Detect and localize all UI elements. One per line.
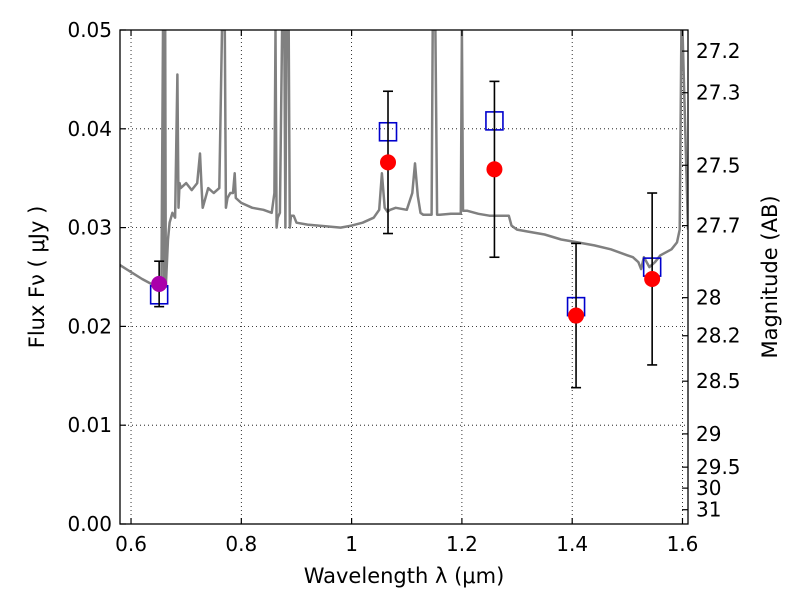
y2-axis-label: Magnitude (AB) bbox=[758, 195, 782, 358]
y2-tick-label: 31 bbox=[696, 498, 721, 522]
x-tick-label: 1.4 bbox=[556, 532, 588, 556]
y2-tick-label: 27.5 bbox=[696, 153, 741, 177]
y2-tick-label: 27.2 bbox=[696, 39, 741, 63]
observed-flux-point bbox=[568, 307, 585, 324]
x-tick-label: 0.8 bbox=[225, 532, 257, 556]
grid bbox=[120, 29, 688, 525]
y2-tick-label: 29 bbox=[696, 422, 721, 446]
ticks: 0.6 0.8 1 1.2 1.4 1.6 0.00 0.01 0.02 0.03 0.04 0.05… bbox=[67, 18, 740, 556]
y2-tick-label: 28.5 bbox=[696, 369, 741, 393]
observed-flux-point bbox=[380, 154, 397, 171]
y-axis-label: Flux Fν ( μJy ) bbox=[25, 206, 49, 349]
y2-tick-label: 27.3 bbox=[696, 81, 741, 105]
observed-flux-point bbox=[151, 275, 168, 292]
y2-tick-label: 28 bbox=[696, 286, 721, 310]
spectrum-line bbox=[120, 30, 688, 291]
y2-tick-label: 29.5 bbox=[696, 455, 741, 479]
y2-tick-label: 27.7 bbox=[696, 214, 741, 238]
y2-tick-label: 28.2 bbox=[696, 324, 741, 348]
y-tick-label: 0.03 bbox=[67, 216, 112, 240]
observed-flux-point bbox=[644, 270, 661, 287]
plot-frame bbox=[119, 29, 689, 525]
data-layer bbox=[120, 30, 688, 389]
y-tick-label: 0.04 bbox=[67, 117, 112, 141]
y-tick-label: 0.05 bbox=[67, 18, 112, 42]
x-tick-label: 0.6 bbox=[115, 532, 147, 556]
y2-tick-label: 30 bbox=[696, 476, 721, 500]
x-axis-label: Wavelength λ (μm) bbox=[304, 564, 505, 588]
x-tick-label: 1.6 bbox=[667, 532, 699, 556]
observed-flux-point bbox=[486, 161, 503, 178]
y-tick-label: 0.02 bbox=[67, 314, 112, 338]
y-tick-label: 0.00 bbox=[67, 512, 112, 536]
x-tick-label: 1 bbox=[345, 532, 358, 556]
y-tick-label: 0.01 bbox=[67, 413, 112, 437]
x-tick-label: 1.2 bbox=[446, 532, 478, 556]
